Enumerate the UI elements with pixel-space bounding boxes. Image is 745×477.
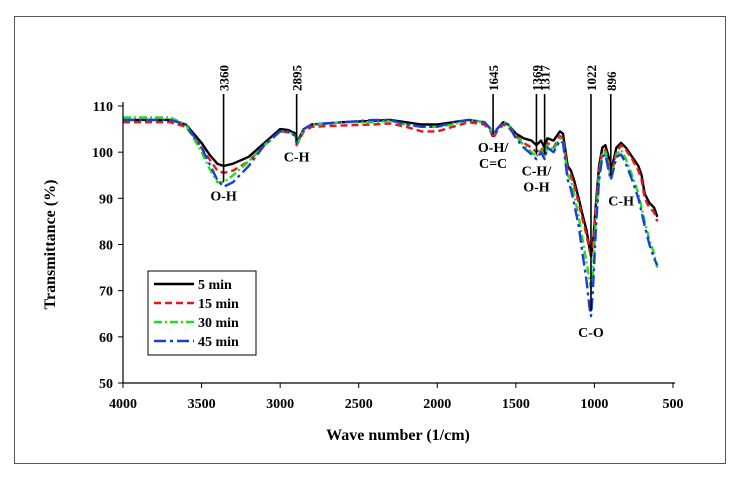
x-tick-label: 1500 xyxy=(502,397,530,412)
peak-label: 1317 xyxy=(538,65,553,92)
peak-label: 2895 xyxy=(290,65,305,92)
y-tick-label: 90 xyxy=(99,192,113,207)
y-tick-label: 70 xyxy=(99,285,113,300)
x-tick-label: 4000 xyxy=(109,397,137,412)
legend: 5 min 15 min 30 min 45 min xyxy=(147,270,257,356)
x-tick-label: 2000 xyxy=(423,397,451,412)
band-annotation: C-H xyxy=(608,194,634,209)
x-tick-label: 500 xyxy=(663,397,684,412)
band-annotation: C-H xyxy=(284,150,310,165)
x-tick-label: 1000 xyxy=(580,397,608,412)
peak-label: 1369 xyxy=(529,65,544,92)
x-tick-label: 3000 xyxy=(266,397,294,412)
legend-label: 30 min xyxy=(198,316,239,331)
band-annotation: C=C xyxy=(479,157,507,172)
series-line-45-min xyxy=(123,118,659,318)
x-axis-title: Wave number (1/cm) xyxy=(326,427,470,444)
x-tick-label: 2500 xyxy=(345,397,373,412)
y-tick-label: 100 xyxy=(92,146,113,161)
x-tick-label: 3500 xyxy=(188,397,216,412)
y-tick-label: 110 xyxy=(93,100,113,115)
legend-label: 15 min xyxy=(198,297,239,312)
y-tick-label: 80 xyxy=(99,239,113,254)
band-annotation: C-H/ xyxy=(522,164,553,179)
peak-label: 1022 xyxy=(584,65,599,91)
peak-label: 3360 xyxy=(217,65,232,91)
y-axis-title: Transmittance (%) xyxy=(42,180,59,310)
band-annotation: O-H/ xyxy=(478,141,509,156)
y-tick-label: 50 xyxy=(99,377,113,392)
peak-label: 1645 xyxy=(486,65,501,92)
series-line-5-min xyxy=(123,118,659,258)
band-annotation: C-O xyxy=(578,326,604,341)
y-tick-label: 60 xyxy=(99,331,113,346)
legend-label: 5 min xyxy=(198,278,232,293)
chart-frame: 3360 2895 1645 1369 1317 1022 896 O-H C-H O-H/C=… xyxy=(14,16,726,464)
legend-label: 45 min xyxy=(198,335,239,350)
band-annotation: O-H xyxy=(523,180,550,195)
peak-label: 896 xyxy=(604,71,619,91)
band-annotation: O-H xyxy=(210,190,237,205)
